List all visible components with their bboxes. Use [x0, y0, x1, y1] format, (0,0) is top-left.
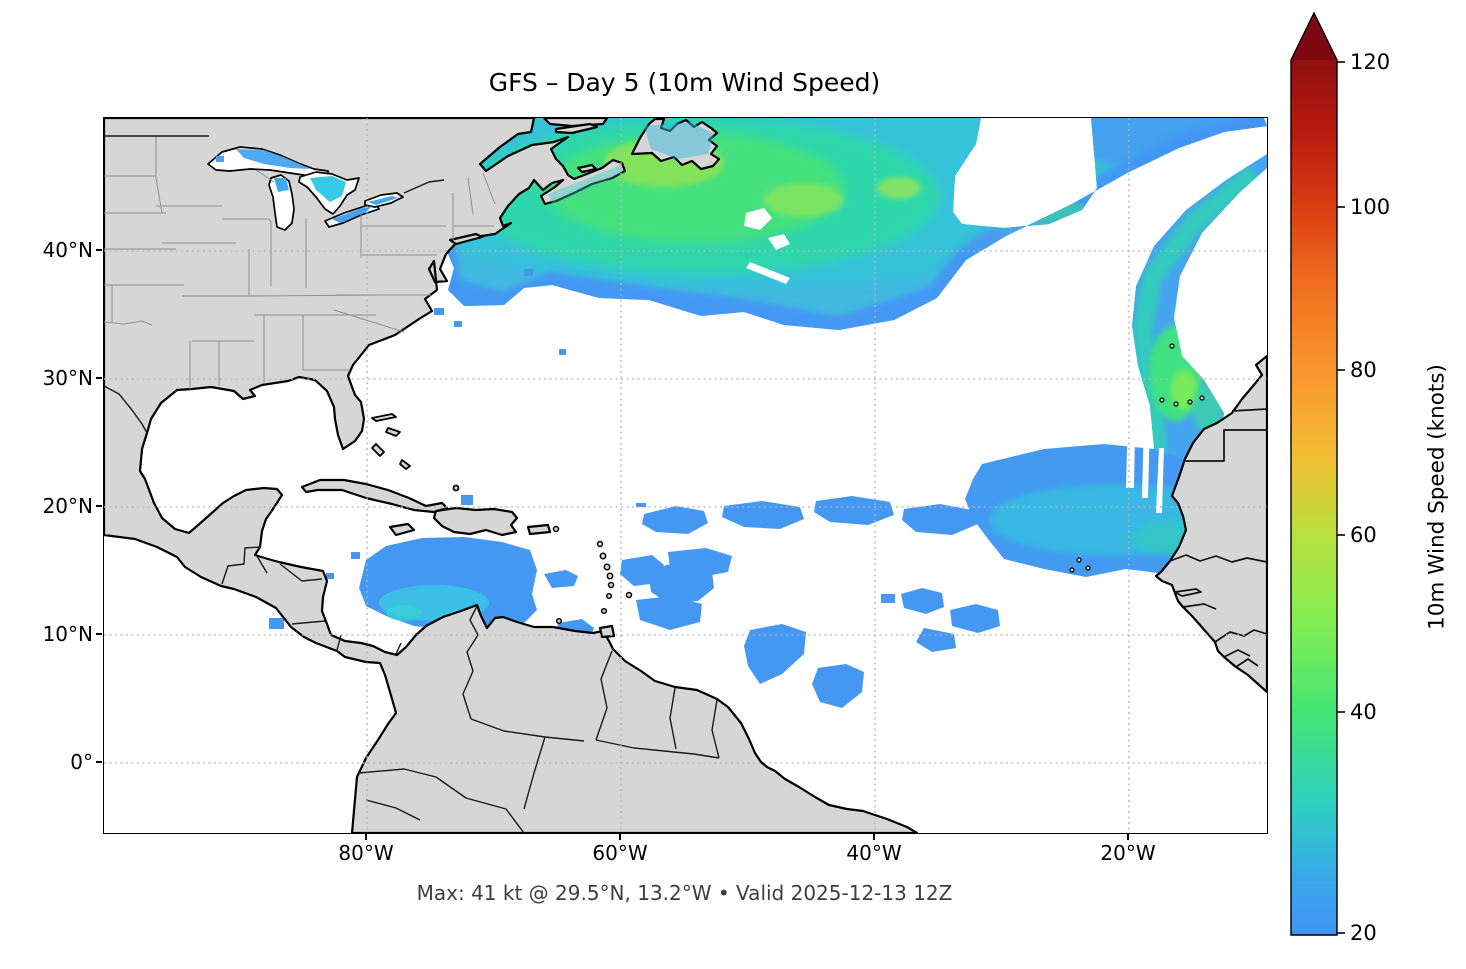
colorbar-tick-label-80: 80: [1350, 358, 1377, 382]
wind-patches-scattered: [269, 269, 1000, 708]
page-title: GFS – Day 5 (10m Wind Speed): [488, 68, 881, 97]
colorbar-tick-label-20: 20: [1350, 921, 1377, 945]
lat-tick-label-20n: 20°N: [42, 494, 93, 518]
wind-over-land-overlays: [548, 122, 714, 203]
y-tickmark: [96, 377, 102, 379]
map-canvas: [104, 118, 1267, 833]
lon-tick-label-40w: 40°W: [846, 841, 902, 865]
country-borders: [104, 135, 720, 833]
lat-tick-label-0: 0°: [70, 750, 93, 774]
x-tickmark: [365, 834, 367, 840]
land-west-africa: [1154, 354, 1267, 694]
lat-tick-label-30n: 30°N: [42, 366, 93, 390]
y-tickmark: [96, 633, 102, 635]
lon-tick-label-60w: 60°W: [592, 841, 648, 865]
lake-wind-patches: [216, 149, 398, 223]
x-tickmark: [873, 834, 875, 840]
lat-tick-label-10n: 10°N: [42, 622, 93, 646]
land-anticosti-island: [554, 122, 599, 135]
land-long-island: [448, 232, 484, 246]
colorbar-axis-label: 10m Wind Speed (knots): [1424, 364, 1450, 630]
land-cuba: [300, 478, 449, 514]
land-hispaniola: [432, 506, 519, 537]
colorbar-gradient: [1291, 60, 1337, 935]
land-bahamas: [371, 413, 460, 492]
wind-calm-gaps: [744, 188, 1164, 513]
colorbar-tick-label-120: 120: [1350, 50, 1391, 74]
figure-caption: Max: 41 kt @ 29.5°N, 13.2°W • Valid 2025…: [416, 881, 953, 905]
colorbar-tickmarks: [1337, 61, 1345, 934]
africa-borders: [1169, 408, 1267, 668]
land-lesser-antilles: [552, 525, 633, 625]
colorbar: [1290, 11, 1345, 936]
lat-tick-label-40n: 40°N: [42, 238, 93, 262]
us-state-borders: [104, 136, 496, 389]
land-prince-edward-island: [576, 163, 598, 174]
land-americas: [104, 118, 919, 833]
lon-tick-label-80w: 80°W: [338, 841, 394, 865]
map-plot-area: [103, 117, 1268, 834]
land-jamaica: [388, 522, 416, 537]
colorbar-extend-arrow: [1291, 13, 1337, 61]
land-atlantic-islands: [1069, 343, 1205, 573]
colorbar-tick-label-60: 60: [1350, 523, 1377, 547]
gridlines: [104, 118, 1267, 833]
land-puerto-rico: [526, 523, 552, 536]
land-quebec-north-shore: [542, 118, 609, 128]
y-tickmark: [96, 505, 102, 507]
wind-field-layer: [269, 118, 1267, 708]
land-layer: [104, 118, 1267, 833]
land-trinidad: [598, 624, 616, 639]
x-tickmark: [619, 834, 621, 840]
lon-tick-label-20w: 20°W: [1100, 841, 1156, 865]
colorbar-tick-label-40: 40: [1350, 700, 1377, 724]
colorbar-outline: [1290, 11, 1338, 936]
y-tickmark: [96, 761, 102, 763]
colorbar-tick-label-100: 100: [1350, 195, 1391, 219]
y-tickmark: [96, 249, 102, 251]
x-tickmark: [1127, 834, 1129, 840]
